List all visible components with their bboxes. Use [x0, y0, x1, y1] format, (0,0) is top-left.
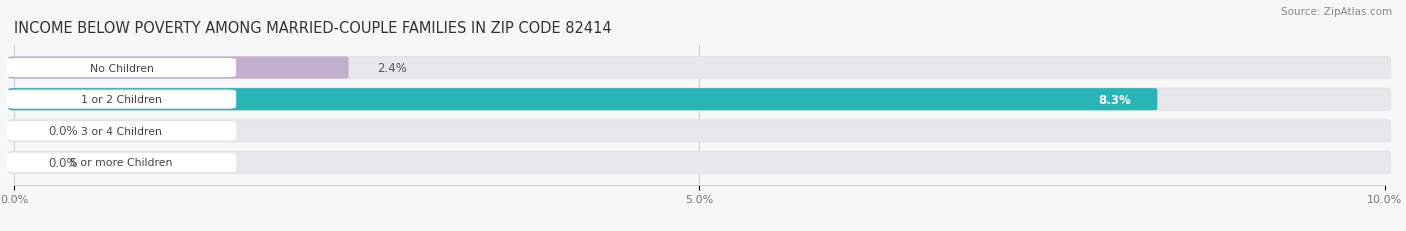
FancyBboxPatch shape — [8, 120, 1391, 142]
Text: 0.0%: 0.0% — [48, 156, 77, 169]
FancyBboxPatch shape — [7, 59, 236, 78]
Text: 3 or 4 Children: 3 or 4 Children — [82, 126, 162, 136]
FancyBboxPatch shape — [7, 122, 236, 141]
Text: 5 or more Children: 5 or more Children — [70, 158, 173, 168]
FancyBboxPatch shape — [8, 152, 1391, 174]
FancyBboxPatch shape — [8, 89, 1157, 111]
FancyBboxPatch shape — [8, 89, 1391, 111]
Text: 2.4%: 2.4% — [377, 62, 408, 75]
Text: INCOME BELOW POVERTY AMONG MARRIED-COUPLE FAMILIES IN ZIP CODE 82414: INCOME BELOW POVERTY AMONG MARRIED-COUPL… — [14, 20, 612, 35]
Text: Source: ZipAtlas.com: Source: ZipAtlas.com — [1281, 7, 1392, 17]
FancyBboxPatch shape — [7, 153, 236, 172]
Text: No Children: No Children — [90, 63, 153, 73]
Text: 1 or 2 Children: 1 or 2 Children — [82, 95, 162, 105]
FancyBboxPatch shape — [8, 57, 349, 79]
Text: 0.0%: 0.0% — [48, 125, 77, 138]
Text: 8.3%: 8.3% — [1098, 93, 1132, 106]
FancyBboxPatch shape — [7, 90, 236, 109]
FancyBboxPatch shape — [8, 57, 1391, 79]
